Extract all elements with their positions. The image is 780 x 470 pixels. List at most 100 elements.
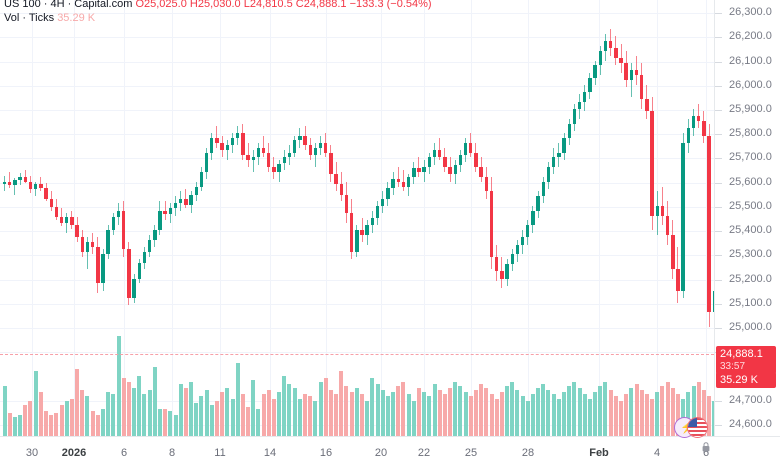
- candle-body: [179, 198, 183, 204]
- candle-body: [541, 181, 545, 197]
- candle-body: [303, 135, 307, 146]
- volume-bar: [396, 386, 401, 436]
- volume-bar: [12, 417, 17, 436]
- candle-body: [691, 116, 696, 129]
- price-tick-dash: [715, 279, 722, 281]
- volume-bar: [75, 369, 80, 436]
- time-tick-label: 14: [263, 447, 277, 459]
- candle-body: [153, 230, 157, 240]
- candle-wick: [9, 171, 11, 188]
- volume-bar: [121, 377, 126, 436]
- volume-bar: [712, 400, 714, 436]
- candle-body: [2, 181, 7, 185]
- candle-body: [158, 210, 162, 231]
- volume-bar: [194, 402, 199, 436]
- volume-bar: [292, 388, 297, 436]
- volume-bar: [297, 398, 302, 436]
- volume-bar: [432, 383, 437, 436]
- volume-bar: [675, 394, 680, 436]
- volume-bar: [95, 415, 100, 436]
- volume-bar: [515, 390, 520, 436]
- candle-body: [344, 194, 349, 214]
- candle-body: [313, 147, 318, 156]
- candle-body: [484, 176, 489, 192]
- last-price-tag[interactable]: 24,888.1 33:57: [716, 346, 776, 375]
- candle-body: [163, 210, 167, 215]
- volume-bar: [287, 383, 292, 436]
- candle-body: [577, 101, 582, 109]
- candle-body: [168, 208, 173, 215]
- legend-symbol[interactable]: US 100 · 4H · Capital.com: [4, 0, 133, 10]
- volume-bar: [619, 400, 623, 436]
- candle-body: [8, 181, 12, 186]
- candle-body: [422, 167, 426, 172]
- candle-body: [127, 249, 131, 298]
- volume-bar: [567, 386, 572, 436]
- price-tick-dash: [715, 133, 722, 135]
- us-flag-badge-icon[interactable]: [687, 417, 708, 438]
- candle-body: [655, 205, 659, 216]
- candle-wick: [630, 62, 632, 97]
- volume-bar: [240, 394, 245, 436]
- volume-bar: [328, 390, 333, 436]
- volume-bar: [494, 398, 499, 436]
- candle-body: [520, 237, 525, 245]
- price-tick-label: 25,000.0: [729, 320, 772, 333]
- volume-bar: [199, 396, 204, 436]
- candle-body: [18, 176, 22, 181]
- last-volume-tag[interactable]: 35.29 K: [716, 372, 776, 389]
- candle-body: [116, 210, 121, 217]
- volume-bar: [660, 386, 665, 436]
- volume-bar: [28, 400, 33, 436]
- candle-body: [189, 194, 193, 205]
- candle-body: [634, 70, 639, 76]
- chart-plot-area[interactable]: [0, 0, 714, 436]
- candle-wick: [35, 181, 37, 197]
- volume-bar: [608, 390, 613, 436]
- candle-body: [624, 62, 628, 80]
- volume-bar: [354, 388, 359, 436]
- candle-body: [44, 187, 48, 199]
- candle-body: [593, 65, 597, 78]
- time-tick-label: Feb: [589, 447, 609, 459]
- time-tick-label: 25: [464, 447, 478, 459]
- legend-ohlc-row[interactable]: US 100 · 4H · Capital.com O25,025.0 H25,…: [4, 0, 432, 11]
- volume-bar: [225, 388, 230, 436]
- volume-bar: [644, 394, 649, 436]
- candle-body: [329, 152, 333, 175]
- volume-bar: [168, 411, 173, 436]
- volume-bar: [556, 398, 561, 436]
- gridline-horizontal: [0, 206, 714, 208]
- legend-volume-label: Vol · Ticks: [4, 12, 55, 24]
- gridline-vertical: [528, 0, 529, 436]
- price-tick-dash: [715, 303, 722, 305]
- candle-wick: [86, 237, 88, 269]
- volume-bar: [204, 390, 209, 436]
- lock-icon[interactable]: [702, 442, 710, 452]
- legend-volume-row[interactable]: Vol · Ticks 35.29 K: [4, 12, 432, 25]
- volume-bar: [313, 400, 318, 436]
- candle-wick: [252, 150, 254, 172]
- volume-bar: [106, 392, 111, 436]
- volume-bar: [163, 408, 168, 436]
- volume-bar: [189, 381, 194, 436]
- candle-body: [572, 109, 577, 124]
- volume-bar: [303, 394, 308, 436]
- candle-wick: [418, 157, 420, 177]
- candle-body: [210, 138, 214, 153]
- candle-body: [438, 150, 442, 158]
- candle-body: [681, 142, 685, 291]
- candle-body: [665, 215, 670, 235]
- candle-body: [324, 142, 328, 153]
- candle-body: [500, 271, 504, 279]
- candle-body: [101, 254, 105, 284]
- candle-body: [536, 196, 540, 211]
- volume-bar: [256, 408, 261, 436]
- price-tick-dash: [715, 157, 722, 159]
- price-axis[interactable]: 26,300.0 26,200.0 26,100.0 26,000.0 25,900.0…: [714, 0, 780, 436]
- candle-body: [220, 142, 224, 151]
- time-axis[interactable]: 30 2026 6 8 11 14 16 20 22 25 28 Feb 4 6: [0, 436, 780, 470]
- chart-legend: US 100 · 4H · Capital.com O25,025.0 H25,…: [4, 0, 432, 25]
- price-tick-dash: [715, 61, 722, 63]
